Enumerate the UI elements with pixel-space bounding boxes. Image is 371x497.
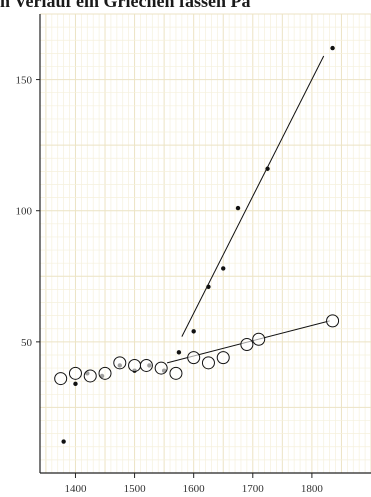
grid (39, 13, 371, 474)
open-circle-point (154, 361, 168, 375)
open-circle-point (98, 366, 112, 380)
x-tick-label: 1800 (301, 483, 324, 495)
x-tick-label: 1600 (183, 483, 206, 495)
filled-dot-point (73, 381, 78, 387)
filled-dot-point (330, 45, 335, 51)
open-circle-point (326, 314, 340, 328)
filled-dot-point (221, 266, 226, 271)
chart-title: n Verlauf ein Griechen fassen Pa (0, 0, 251, 11)
open-circle-point (252, 332, 266, 346)
filled-dot-point (61, 439, 66, 444)
tick-labels: 1400 1500 1600 1700 1800 50 100 150 (16, 75, 324, 495)
open-circle-point (113, 356, 127, 370)
axes (36, 14, 371, 478)
open-circle-point (216, 351, 230, 365)
filled-dot-point (206, 284, 211, 289)
trend-lines (166, 55, 330, 364)
x-tick-label: 1400 (64, 483, 87, 495)
open-circle-point (68, 366, 82, 380)
filled-dot-point (191, 329, 196, 334)
open-circle-point (139, 358, 153, 372)
filled-dot-point (235, 205, 241, 211)
x-tick-label: 1700 (242, 483, 265, 495)
trend-line (181, 55, 325, 337)
y-tick-label: 50 (21, 337, 33, 349)
open-circle-point (83, 369, 97, 383)
open-circle-point (240, 337, 254, 351)
filled-dot-point (265, 166, 270, 171)
filled-dot-point (176, 350, 182, 355)
open-circle-point (128, 358, 142, 372)
data-points (54, 45, 340, 444)
open-circle-point (54, 372, 68, 386)
open-circle-point (201, 356, 215, 370)
y-tick-label: 100 (16, 206, 33, 218)
open-circle-point (169, 366, 183, 380)
x-tick-label: 1500 (124, 483, 147, 495)
open-circle-point (187, 351, 201, 365)
y-tick-label: 150 (16, 75, 33, 87)
